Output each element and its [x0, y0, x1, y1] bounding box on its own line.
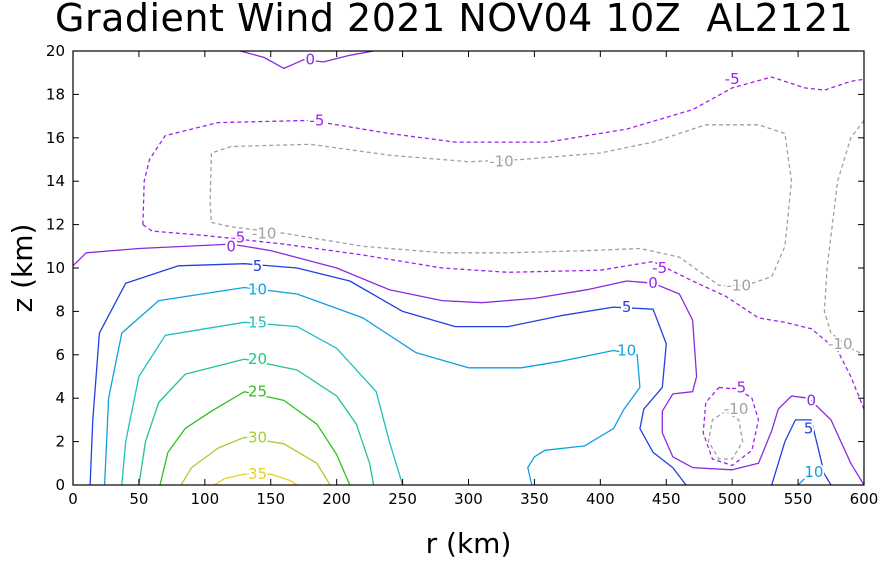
x-tick-label: 0	[68, 490, 78, 508]
contour-line-neg10	[209, 124, 793, 287]
contour-label: 10	[617, 341, 636, 359]
y-tick-label: 2	[55, 433, 65, 451]
x-tick-label: 50	[129, 490, 148, 508]
contour-line-25	[159, 391, 351, 485]
contour-label: -5	[309, 111, 324, 129]
contour-line-neg10	[823, 120, 864, 356]
x-tick-label: 600	[850, 490, 879, 508]
x-tick-label: 200	[322, 490, 351, 508]
contour-line-neg5	[142, 224, 864, 410]
contour-label: -5	[652, 259, 667, 277]
contour-label: 15	[248, 313, 267, 331]
contour-label: 25	[248, 383, 267, 401]
contour-line-5	[771, 419, 832, 485]
contour-label: 10	[804, 463, 823, 481]
contour-label: -10	[727, 276, 752, 294]
y-tick-label: 0	[55, 476, 65, 494]
y-tick-label: 10	[46, 259, 65, 277]
contour-label: -10	[252, 224, 277, 242]
y-tick-label: 14	[46, 172, 65, 190]
contour-label: -5	[230, 229, 245, 247]
x-tick-label: 350	[520, 490, 549, 508]
x-tick-label: 400	[586, 490, 615, 508]
contour-line-10	[797, 471, 812, 485]
contour-label: 30	[248, 428, 267, 446]
x-axis-label: r (km)	[426, 527, 512, 560]
contour-label: 0	[306, 51, 316, 69]
contour-line-neg10	[707, 410, 744, 460]
contour-line-15	[121, 321, 404, 485]
x-tick-label: 500	[718, 490, 747, 508]
y-tick-label: 4	[55, 389, 65, 407]
y-tick-label: 20	[46, 42, 65, 60]
contour-line-20	[138, 358, 375, 485]
x-tick-label: 100	[191, 490, 220, 508]
contour-label: 10	[248, 281, 267, 299]
y-tick-label: 6	[55, 346, 65, 364]
contour-line-0	[73, 243, 864, 485]
x-tick-label: 300	[454, 490, 483, 508]
chart-title: Gradient Wind 2021 NOV04 10Z AL2121	[55, 0, 854, 40]
plot-frame	[72, 50, 865, 486]
contour-label: -10	[828, 335, 853, 353]
y-tick-label: 18	[46, 85, 65, 103]
contour-label: 5	[804, 420, 814, 438]
x-tick-label: 550	[784, 490, 813, 508]
x-tick-label: 150	[256, 490, 285, 508]
y-axis-ticks: 0 2 4 6 8 10 12 14 16 18 20	[46, 42, 864, 494]
contour-lines	[73, 51, 864, 485]
contour-label: -10	[489, 153, 514, 171]
contour-line-neg5	[142, 76, 864, 225]
contour-line-5	[89, 263, 687, 485]
contour-line-10	[103, 286, 641, 485]
contour-label: 0	[806, 391, 816, 409]
contour-label: -5	[731, 378, 746, 396]
y-tick-label: 8	[55, 302, 65, 320]
contour-label: 5	[622, 298, 632, 316]
contour-line-0	[240, 51, 374, 70]
contour-labels: 0-5-5-10-10-50-50 -10-105101520253035510-…	[224, 49, 854, 485]
contour-label: 0	[226, 237, 236, 255]
contour-label: -10	[724, 400, 749, 418]
x-axis-ticks: 0 50 100 150 200 250 300 350 400 450 500 550 600	[68, 51, 878, 508]
x-tick-label: 250	[388, 490, 417, 508]
y-axis-label: z (km)	[6, 224, 39, 313]
y-tick-label: 12	[46, 216, 65, 234]
x-tick-label: 450	[652, 490, 681, 508]
contour-label: 5	[253, 257, 263, 275]
contour-label: 35	[248, 465, 267, 483]
contour-label: -5	[725, 70, 740, 88]
contour-label: 0	[648, 274, 658, 292]
contour-line-35	[213, 473, 298, 485]
contour-line-neg5	[702, 386, 760, 467]
contour-label: 20	[248, 350, 267, 368]
contour-line-30	[180, 436, 331, 485]
y-tick-label: 16	[46, 129, 65, 147]
